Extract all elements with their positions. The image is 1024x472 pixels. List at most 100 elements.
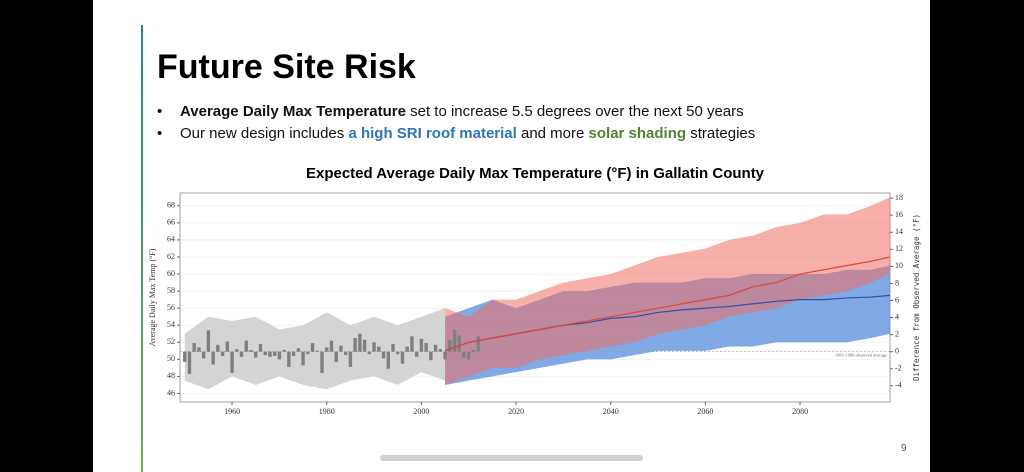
bar <box>467 351 471 360</box>
x-tick-label: 2060 <box>697 407 713 416</box>
y2-tick-label: 6 <box>895 295 899 304</box>
range-band <box>445 197 890 385</box>
bar <box>339 345 343 352</box>
page-number: 9 <box>901 443 907 454</box>
bullet-text: strategies <box>686 125 756 142</box>
y-tick-label: 64 <box>167 235 175 244</box>
y2-tick-label: 2 <box>895 329 899 338</box>
y2-axis-label: Difference from Observed Average (°F) <box>912 214 921 381</box>
bar <box>277 351 282 360</box>
bar <box>396 351 400 355</box>
bar <box>448 339 452 352</box>
bar <box>258 343 263 352</box>
y-tick-label: 48 <box>167 371 175 380</box>
bar <box>287 351 291 368</box>
x-tick-label: 1960 <box>224 407 240 416</box>
y2-tick-label: 10 <box>895 261 903 270</box>
y-tick-label: 54 <box>167 320 175 329</box>
bullet-text: a high SRI roof material <box>348 125 517 142</box>
bar <box>216 344 220 352</box>
bullet: Average Daily Max Temperature set to inc… <box>157 101 755 123</box>
bar <box>343 351 348 356</box>
bar <box>443 351 447 360</box>
bar <box>230 351 234 373</box>
bar <box>272 351 277 356</box>
line <box>444 256 891 352</box>
y2-tick-label: -4 <box>895 381 902 390</box>
bullet-text: set to increase 5.5 degrees over the nex… <box>405 103 744 120</box>
bar <box>452 329 457 352</box>
y2-tick-label: 16 <box>895 210 903 219</box>
y-tick-label: 62 <box>167 252 175 261</box>
bar <box>405 346 409 352</box>
bar <box>372 342 376 352</box>
x-tick-label: 2040 <box>603 407 619 416</box>
y-tick-label: 46 <box>167 388 175 397</box>
bar <box>429 351 433 361</box>
bullet-text: Average Daily Max Temperature <box>180 103 406 120</box>
bar <box>235 349 239 352</box>
bar <box>263 351 267 356</box>
bar <box>386 351 390 369</box>
bullet-text: solar shading <box>588 125 687 142</box>
bar <box>244 340 248 352</box>
bar <box>410 336 414 352</box>
bar <box>282 349 286 352</box>
bar <box>358 333 362 352</box>
bar <box>206 330 211 352</box>
y-axis-label: Average Daily Max Temp (°F) <box>148 248 157 346</box>
bar <box>457 335 461 352</box>
chart: Expected Average Daily Max Temperature (… <box>148 165 921 416</box>
bar <box>424 343 428 352</box>
bar <box>296 348 301 352</box>
bar <box>462 351 466 358</box>
accent-line <box>141 25 143 472</box>
bullet-text: and more <box>516 125 589 142</box>
bar <box>249 349 253 352</box>
bar <box>306 351 310 355</box>
bar <box>414 351 419 357</box>
range-band <box>184 308 446 390</box>
bar <box>353 338 357 352</box>
bar <box>220 351 225 356</box>
x-tick-label: 2080 <box>792 407 808 416</box>
bar <box>301 351 305 366</box>
slide: Future Site Risk Average Daily Max Tempe… <box>93 0 930 472</box>
bar <box>320 351 324 373</box>
x-tick-label: 2000 <box>413 407 429 416</box>
bar <box>329 340 334 352</box>
bar <box>367 351 372 355</box>
bar <box>225 341 230 352</box>
bar <box>400 351 405 364</box>
y2-tick-label: 14 <box>895 227 903 236</box>
bar <box>254 351 258 358</box>
y-tick-label: 52 <box>167 337 175 346</box>
bar <box>377 346 381 352</box>
bar <box>183 351 187 362</box>
bar <box>476 336 480 352</box>
y-tick-label: 66 <box>167 218 175 227</box>
bullet-list: Average Daily Max Temperature set to inc… <box>157 101 755 145</box>
bar <box>334 351 338 362</box>
y2-tick-label: 4 <box>895 312 899 321</box>
y-tick-label: 56 <box>167 303 175 312</box>
y2-tick-label: -2 <box>895 364 902 373</box>
bar <box>201 351 206 359</box>
bar <box>381 351 386 359</box>
x-tick-label: 2020 <box>508 407 524 416</box>
y2-tick-label: 8 <box>895 278 899 287</box>
bar <box>187 351 192 374</box>
y-tick-label: 68 <box>167 201 175 210</box>
bar <box>438 349 443 352</box>
bar <box>471 349 476 352</box>
bar <box>348 351 353 368</box>
bar <box>391 343 395 352</box>
bar <box>310 343 315 352</box>
bar <box>291 351 296 356</box>
y-tick-label: 58 <box>167 286 175 295</box>
x-tick-label: 1980 <box>319 407 335 416</box>
y-tick-label: 50 <box>167 354 175 363</box>
y2-tick-label: 0 <box>895 346 899 355</box>
y2-tick-label: 18 <box>895 193 903 202</box>
